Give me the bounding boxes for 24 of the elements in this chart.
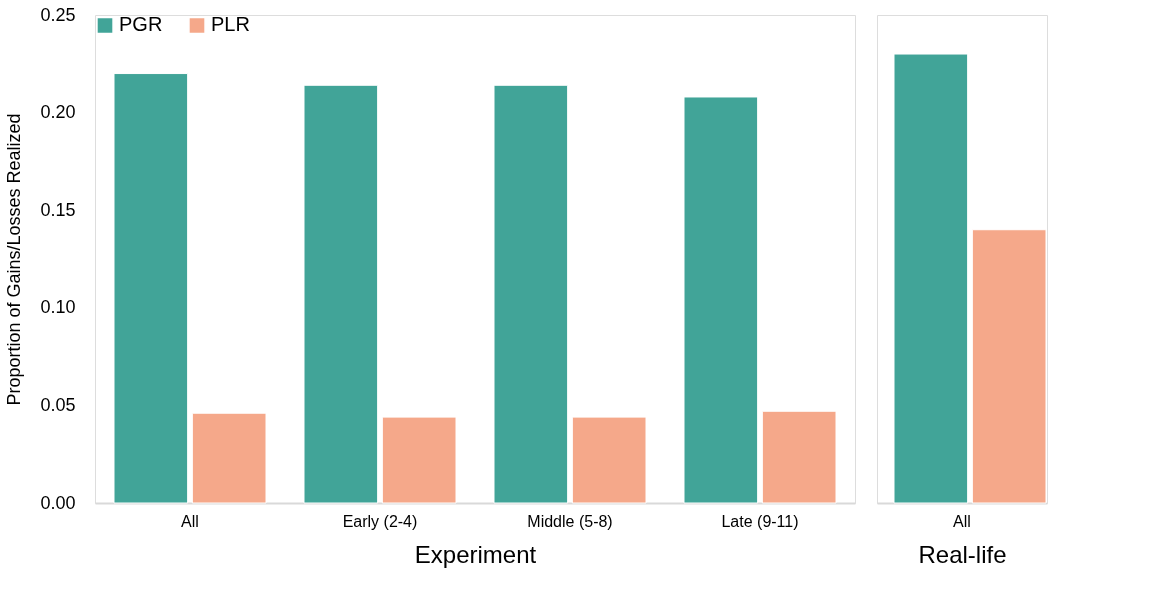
bar [303, 84, 379, 504]
bar [493, 84, 569, 504]
x-tick-label: All [181, 512, 199, 530]
legend-label: PGR [119, 13, 163, 36]
x-tick-label: All [953, 512, 971, 530]
bar [761, 410, 837, 504]
bar [381, 416, 457, 504]
y-tick-label: 0.10 [40, 297, 76, 318]
x-tick-label: Middle (5-8) [527, 512, 613, 530]
bar [191, 412, 267, 504]
x-axis-title: Experiment [414, 540, 537, 568]
y-tick-label: 0.15 [40, 199, 76, 220]
x-tick-label: Early (2-4) [342, 512, 418, 530]
y-tick-label: 0.05 [40, 394, 76, 415]
bar [683, 96, 759, 504]
y-tick-label: 0.25 [40, 4, 76, 25]
y-tick-label: 0.20 [40, 102, 76, 123]
x-axis-title: Real-life [918, 540, 1007, 568]
legend-label: PLR [211, 13, 250, 36]
y-tick-label: 0.00 [40, 492, 76, 513]
y-axis-title: Proportion of Gains/Losses Realized [4, 113, 25, 406]
bar [571, 416, 647, 504]
x-tick-label: Late (9-11) [721, 512, 799, 530]
bar [113, 73, 189, 504]
